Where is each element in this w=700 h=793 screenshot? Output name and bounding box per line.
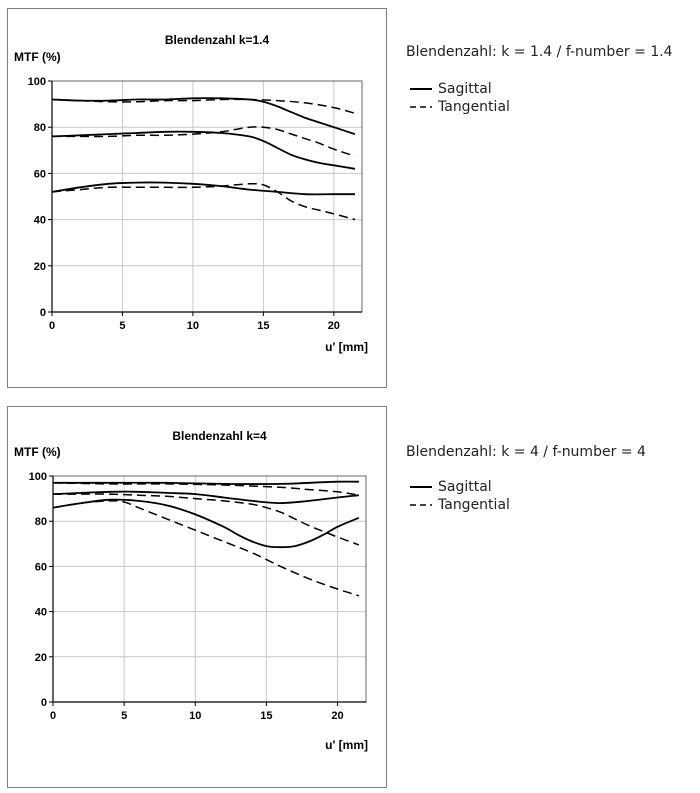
x-tick-label: 0: [49, 320, 55, 332]
y-tick-label: 80: [34, 122, 46, 134]
sagittal-series-line: [51, 181, 355, 196]
x-tick-label: 5: [121, 710, 127, 722]
chart-panel-k4: Blendenzahl k=4 MTF (%) u' [mm] 0 20 40 60 80 10…: [7, 406, 387, 788]
legend-item-tangential: Tangential: [410, 98, 510, 116]
sagittal-series-line: [53, 480, 359, 485]
tangential-series-line: [52, 482, 360, 496]
legend-label: Sagittal: [438, 479, 492, 495]
legend-label: Tangential: [438, 497, 510, 513]
y-tick-label: 60: [34, 168, 46, 180]
y-tick-label: 20: [34, 261, 46, 273]
legend-k4: Sagittal Tangential: [410, 478, 510, 514]
plot-frame: [51, 80, 363, 313]
mtf-chart-k1-4: Blendenzahl k=1.4 MTF (%) u' [mm] 0 20 40 60 80…: [14, 33, 368, 354]
caption-k1-4: Blendenzahl: k = 1.4 / f-number = 1.4: [406, 44, 673, 60]
x-tick-label: 20: [331, 710, 343, 722]
caption-text: Blendenzahl: k = 4 / f-number = 4: [406, 444, 646, 460]
x-axis-label: u' [mm]: [325, 738, 368, 752]
y-tick-label: 100: [28, 76, 46, 88]
x-axis-label: u' [mm]: [325, 340, 368, 354]
caption-text: Blendenzahl: k = 1.4 / f-number = 1.4: [406, 44, 673, 60]
y-tick-label: 40: [35, 607, 47, 619]
x-tick-label: 20: [328, 320, 340, 332]
chart-title: Blendenzahl k=4: [172, 429, 267, 443]
legend-item-tangential: Tangential: [410, 496, 510, 514]
caption-k4: Blendenzahl: k = 4 / f-number = 4: [406, 444, 646, 460]
x-tick-label: 10: [189, 710, 201, 722]
legend-item-sagittal: Sagittal: [410, 478, 510, 496]
y-tick-label: 20: [35, 652, 47, 664]
dashed-line-icon: [410, 106, 432, 108]
chart-panel-k1-4: Blendenzahl k=1.4 MTF (%) u' [mm] 0 20 40 60 80…: [7, 8, 387, 388]
x-tick-label: 15: [260, 710, 272, 722]
y-tick-label: 0: [41, 697, 47, 709]
chart-title: Blendenzahl k=1.4: [165, 33, 270, 47]
y-axis-label: MTF (%): [14, 50, 61, 64]
sagittal-series-line: [51, 130, 356, 170]
y-tick-label: 0: [40, 307, 46, 319]
y-tick-label: 100: [29, 471, 47, 483]
legend-label: Sagittal: [438, 81, 492, 97]
sagittal-series-line: [52, 498, 360, 549]
y-axis-label: MTF (%): [14, 445, 61, 459]
tangential-series-line: [51, 126, 356, 157]
legend-k1-4: Sagittal Tangential: [410, 80, 510, 116]
x-tick-label: 0: [50, 710, 56, 722]
legend-item-sagittal: Sagittal: [410, 80, 510, 98]
x-tick-label: 10: [187, 320, 199, 332]
dashed-line-icon: [410, 504, 432, 506]
tangential-series-line: [53, 493, 360, 546]
y-tick-label: 60: [35, 561, 47, 573]
solid-line-icon: [410, 88, 432, 90]
y-tick-label: 40: [34, 215, 46, 227]
x-tick-label: 5: [119, 320, 125, 332]
tangential-series-line: [52, 500, 360, 597]
tangential-series-line: [51, 98, 356, 115]
legend-label: Tangential: [438, 99, 510, 115]
tangential-series-line: [51, 182, 356, 221]
mtf-chart-k4: Blendenzahl k=4 MTF (%) u' [mm] 0 20 40 60 80 10…: [14, 429, 368, 752]
y-tick-label: 80: [35, 516, 47, 528]
x-tick-label: 15: [257, 320, 269, 332]
plot-frame: [52, 475, 367, 703]
solid-line-icon: [410, 486, 432, 488]
sagittal-series-line: [52, 490, 359, 505]
